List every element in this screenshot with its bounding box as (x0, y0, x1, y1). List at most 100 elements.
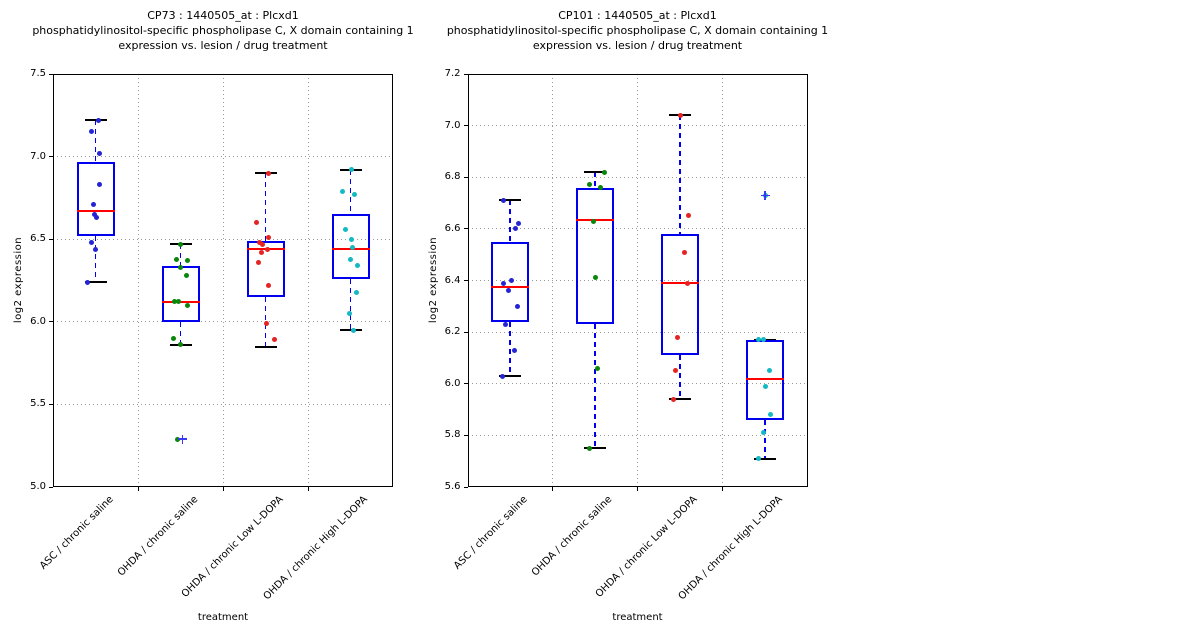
whisker-cap (499, 375, 521, 377)
scatter-point (499, 373, 505, 379)
x-gridline (722, 74, 723, 487)
scatter-point (502, 321, 508, 327)
scatter-point (185, 258, 190, 264)
scatter-point (514, 303, 520, 309)
scatter-point (508, 278, 514, 283)
scatter-point (178, 342, 183, 348)
box-plot-box (576, 187, 614, 325)
y-tick-mark (49, 321, 53, 323)
scatter-point (259, 249, 264, 255)
x-category-label: OHDA / chronic saline (115, 494, 201, 579)
scatter-point (674, 334, 680, 340)
y-tick-label: 6.8 (444, 171, 461, 183)
whisker-cap (84, 281, 107, 284)
whisker-cap (584, 447, 606, 450)
box-plot-box (76, 161, 115, 236)
scatter-point (260, 241, 265, 247)
x-category-label: OHDA / chronic High L-DOPA (676, 494, 785, 603)
y-tick-label: 7.0 (444, 119, 461, 131)
plot1-x-axis-label: treatment (197, 612, 249, 623)
median-line (746, 377, 784, 380)
scatter-point (172, 299, 177, 305)
x-gridline (637, 74, 638, 487)
scatter-point (352, 192, 357, 198)
scatter-point (349, 236, 354, 242)
plot2-subtitle2: expression vs. lesion / drug treatment (532, 39, 743, 52)
whisker-line (94, 235, 97, 283)
scatter-point (171, 335, 176, 341)
scatter-point (272, 337, 277, 343)
whisker-line (94, 120, 97, 162)
x-category-label: OHDA / chronic saline (530, 494, 615, 579)
box-plot-box (491, 241, 529, 322)
scatter-point (677, 112, 683, 118)
scatter-point (184, 273, 189, 279)
y-tick-mark (463, 486, 468, 488)
x-tick-mark (552, 487, 553, 491)
scatter-point (97, 182, 102, 188)
scatter-point (755, 456, 761, 462)
scatter-point (347, 311, 352, 317)
y-tick-mark (463, 331, 468, 333)
y-tick-label: 6.0 (444, 377, 461, 389)
y-tick-label: 5.8 (444, 429, 461, 441)
whisker-line (349, 169, 352, 215)
y-tick-label: 7.0 (30, 150, 46, 162)
plot2-title: CP101 : 1440505_at : Plcxd1 (558, 9, 717, 22)
scatter-point (681, 249, 687, 255)
whisker-cap (254, 345, 277, 348)
box-plot-box (331, 214, 370, 279)
plot1-title: CP73 : 1440505_at : Plcxd1 (147, 9, 299, 22)
plot2-title-block: CP101 : 1440505_at : Plcxd1 phosphatidyl… (447, 8, 828, 53)
scatter-point (515, 221, 521, 227)
y-tick-label: 6.6 (444, 222, 461, 234)
y-tick-mark (49, 403, 53, 405)
scatter-point (594, 365, 600, 371)
scatter-point (254, 220, 259, 226)
x-gridline (222, 74, 224, 487)
y-tick-mark (463, 125, 468, 127)
whisker-line (264, 173, 267, 241)
scatter-point (511, 347, 517, 353)
scatter-point (355, 263, 360, 269)
scatter-point (265, 246, 270, 252)
scatter-point (264, 320, 269, 326)
scatter-point (586, 445, 592, 451)
x-gridline (307, 74, 309, 487)
y-tick-mark (49, 156, 53, 158)
scatter-point (601, 169, 607, 175)
scatter-point (766, 368, 772, 374)
scatter-point (266, 282, 271, 288)
y-tick-label: 6.5 (30, 233, 46, 245)
y-tick-mark (463, 73, 468, 75)
whisker-cap (499, 199, 521, 202)
scatter-point (672, 368, 678, 374)
x-tick-mark (137, 487, 139, 491)
whisker-line (594, 172, 596, 188)
x-tick-mark (222, 487, 224, 491)
box-plot-box (246, 240, 285, 297)
scatter-point (592, 275, 598, 281)
x-tick-mark (307, 487, 309, 491)
whisker-line (679, 115, 681, 235)
x-category-label: ASC / chronic saline (452, 494, 530, 572)
plot2-x-axis-label: treatment (612, 612, 663, 623)
scatter-point (685, 213, 691, 219)
scatter-point (178, 264, 183, 270)
y-tick-mark (463, 383, 468, 385)
scatter-point (94, 215, 99, 221)
median-line (76, 210, 115, 213)
scatter-point (597, 185, 603, 191)
whisker-line (179, 244, 182, 266)
y-tick-mark (463, 176, 468, 178)
y-tick-mark (49, 238, 53, 240)
x-tick-mark (637, 487, 638, 491)
scatter-point (500, 197, 506, 203)
median-line (661, 282, 699, 285)
scatter-point (760, 430, 766, 436)
scatter-point (178, 241, 183, 247)
x-category-label: OHDA / chronic High L-DOPA (262, 494, 371, 603)
scatter-point (350, 244, 355, 250)
y-tick-label: 6.2 (444, 326, 461, 338)
scatter-point (175, 436, 180, 442)
